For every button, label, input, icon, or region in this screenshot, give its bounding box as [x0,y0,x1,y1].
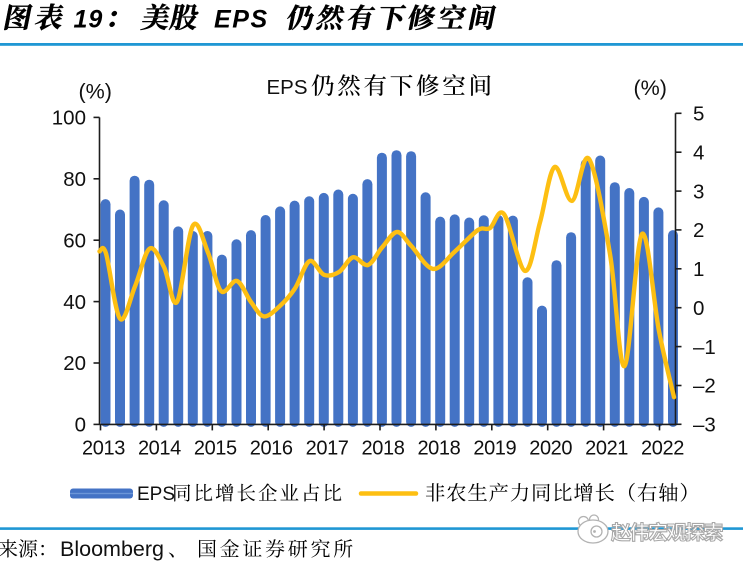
svg-text:60: 60 [63,229,86,252]
svg-text:(%): (%) [634,76,667,100]
svg-text:19: 19 [74,6,104,34]
svg-text:EPS: EPS [267,76,308,99]
svg-text:20: 20 [63,352,86,375]
svg-text:(%): (%) [79,80,112,104]
svg-text:EPS: EPS [214,6,269,34]
svg-text:EPS: EPS [137,484,175,505]
svg-text:1: 1 [693,258,704,281]
svg-text:2019: 2019 [473,438,516,460]
svg-text:4: 4 [693,141,704,164]
svg-text:2013: 2013 [82,438,125,460]
svg-text:2018: 2018 [417,438,460,460]
svg-text:5: 5 [693,103,704,126]
svg-text:–2: –2 [693,375,716,398]
svg-text:2014: 2014 [138,438,181,460]
svg-text:80: 80 [63,168,86,191]
svg-text:3: 3 [693,180,704,203]
svg-text:2: 2 [693,219,704,242]
svg-text:–1: –1 [693,336,716,359]
svg-text:2017: 2017 [306,438,349,460]
svg-text:100: 100 [52,107,86,130]
svg-text:2018: 2018 [362,438,405,460]
svg-text:40: 40 [63,291,86,314]
svg-text:2015: 2015 [194,438,237,460]
svg-text:2022: 2022 [641,438,684,460]
svg-text:–3: –3 [693,414,716,437]
svg-text:Bloomberg: Bloomberg [60,537,164,561]
svg-text:2016: 2016 [250,438,293,460]
svg-text:0: 0 [693,297,704,320]
svg-text:2020: 2020 [529,438,572,460]
svg-text:0: 0 [75,414,86,437]
svg-text:2021: 2021 [585,438,628,460]
